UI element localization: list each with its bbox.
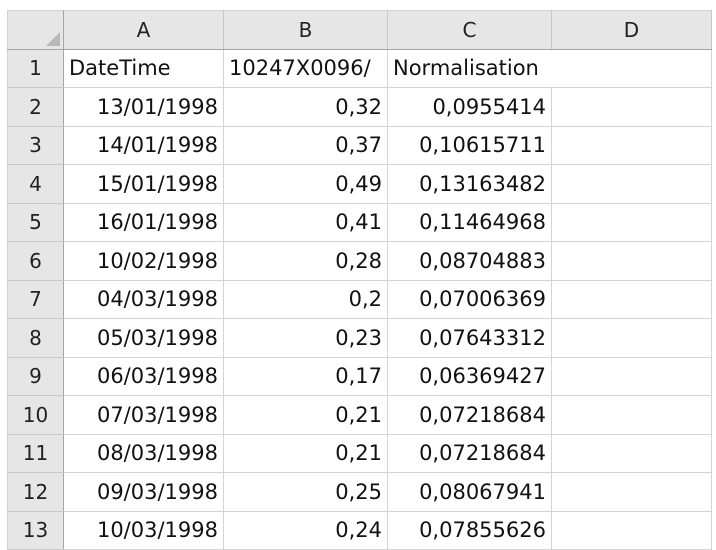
select-all-corner[interactable] bbox=[7, 10, 64, 50]
cell-c[interactable]: 0,08704883 bbox=[387, 241, 552, 281]
cell-a[interactable]: 04/03/1998 bbox=[63, 279, 224, 319]
cell-a[interactable]: 10/02/1998 bbox=[63, 241, 224, 281]
cell-d[interactable] bbox=[551, 395, 712, 435]
cell-a[interactable]: 14/01/1998 bbox=[63, 125, 224, 165]
cell-grid: A B C D 1 DateTime 10247X0096/ Normalisa… bbox=[7, 10, 712, 550]
column-header-b[interactable]: B bbox=[223, 10, 388, 50]
table-row: 12 09/03/1998 0,25 0,08067941 bbox=[7, 472, 712, 512]
cell-d[interactable] bbox=[551, 356, 712, 396]
row-header[interactable]: 5 bbox=[7, 202, 64, 242]
cell-c1[interactable]: Normalisation bbox=[387, 48, 552, 88]
row-header[interactable]: 3 bbox=[7, 125, 64, 165]
cell-d[interactable] bbox=[551, 279, 712, 319]
table-row: 9 06/03/1998 0,17 0,06369427 bbox=[7, 356, 712, 396]
table-row: 11 08/03/1998 0,21 0,07218684 bbox=[7, 433, 712, 473]
cell-b[interactable]: 0,23 bbox=[223, 318, 388, 358]
cell-d[interactable] bbox=[551, 510, 712, 550]
cell-b[interactable]: 0,37 bbox=[223, 125, 388, 165]
cell-c[interactable]: 0,07006369 bbox=[387, 279, 552, 319]
row-header[interactable]: 12 bbox=[7, 472, 64, 512]
row-header[interactable]: 11 bbox=[7, 433, 64, 473]
cell-a[interactable]: 16/01/1998 bbox=[63, 202, 224, 242]
cell-a[interactable]: 05/03/1998 bbox=[63, 318, 224, 358]
cell-d1[interactable] bbox=[551, 48, 712, 88]
cell-c[interactable]: 0,07855626 bbox=[387, 510, 552, 550]
cell-a[interactable]: 13/01/1998 bbox=[63, 87, 224, 127]
cell-b[interactable]: 0,49 bbox=[223, 164, 388, 204]
cell-b[interactable]: 0,25 bbox=[223, 472, 388, 512]
cell-a[interactable]: 10/03/1998 bbox=[63, 510, 224, 550]
cell-b1[interactable]: 10247X0096/ bbox=[223, 48, 388, 88]
cell-c[interactable]: 0,07218684 bbox=[387, 433, 552, 473]
row-header[interactable]: 4 bbox=[7, 164, 64, 204]
table-row: 8 05/03/1998 0,23 0,07643312 bbox=[7, 318, 712, 358]
cell-b[interactable]: 0,21 bbox=[223, 433, 388, 473]
select-all-triangle-icon bbox=[46, 31, 60, 46]
cell-b[interactable]: 0,17 bbox=[223, 356, 388, 396]
column-header-c[interactable]: C bbox=[387, 10, 552, 50]
cell-b[interactable]: 0,32 bbox=[223, 87, 388, 127]
cell-a[interactable]: 09/03/1998 bbox=[63, 472, 224, 512]
table-row: 7 04/03/1998 0,2 0,07006369 bbox=[7, 279, 712, 319]
cell-b[interactable]: 0,24 bbox=[223, 510, 388, 550]
cell-b[interactable]: 0,41 bbox=[223, 202, 388, 242]
cell-c[interactable]: 0,0955414 bbox=[387, 87, 552, 127]
table-row: 4 15/01/1998 0,49 0,13163482 bbox=[7, 164, 712, 204]
column-header-a[interactable]: A bbox=[63, 10, 224, 50]
cell-c[interactable]: 0,08067941 bbox=[387, 472, 552, 512]
table-row: 2 13/01/1998 0,32 0,0955414 bbox=[7, 87, 712, 127]
row-header[interactable]: 2 bbox=[7, 87, 64, 127]
row-header[interactable]: 9 bbox=[7, 356, 64, 396]
table-row: 13 10/03/1998 0,24 0,07855626 bbox=[7, 510, 712, 550]
cell-d[interactable] bbox=[551, 202, 712, 242]
row-header[interactable]: 6 bbox=[7, 241, 64, 281]
row-header[interactable]: 7 bbox=[7, 279, 64, 319]
table-row: 6 10/02/1998 0,28 0,08704883 bbox=[7, 241, 712, 281]
cell-c[interactable]: 0,11464968 bbox=[387, 202, 552, 242]
cell-c[interactable]: 0,13163482 bbox=[387, 164, 552, 204]
cell-a[interactable]: 07/03/1998 bbox=[63, 395, 224, 435]
column-header-d[interactable]: D bbox=[551, 10, 712, 50]
table-row: 10 07/03/1998 0,21 0,07218684 bbox=[7, 395, 712, 435]
cell-d[interactable] bbox=[551, 125, 712, 165]
column-header-row: A B C D bbox=[7, 10, 712, 50]
cell-b[interactable]: 0,28 bbox=[223, 241, 388, 281]
cell-c[interactable]: 0,06369427 bbox=[387, 356, 552, 396]
table-row: 5 16/01/1998 0,41 0,11464968 bbox=[7, 202, 712, 242]
cell-a[interactable]: 15/01/1998 bbox=[63, 164, 224, 204]
cell-a[interactable]: 06/03/1998 bbox=[63, 356, 224, 396]
row-header[interactable]: 8 bbox=[7, 318, 64, 358]
row-header[interactable]: 13 bbox=[7, 510, 64, 550]
cell-c[interactable]: 0,07643312 bbox=[387, 318, 552, 358]
cell-c[interactable]: 0,10615711 bbox=[387, 125, 552, 165]
cell-d[interactable] bbox=[551, 241, 712, 281]
cell-b[interactable]: 0,21 bbox=[223, 395, 388, 435]
cell-a[interactable]: 08/03/1998 bbox=[63, 433, 224, 473]
cell-a1[interactable]: DateTime bbox=[63, 48, 224, 88]
table-row: 1 DateTime 10247X0096/ Normalisation bbox=[7, 48, 712, 88]
cell-c[interactable]: 0,07218684 bbox=[387, 395, 552, 435]
cell-d[interactable] bbox=[551, 87, 712, 127]
cell-d[interactable] bbox=[551, 472, 712, 512]
cell-d[interactable] bbox=[551, 318, 712, 358]
cell-b[interactable]: 0,2 bbox=[223, 279, 388, 319]
cell-d[interactable] bbox=[551, 433, 712, 473]
cell-d[interactable] bbox=[551, 164, 712, 204]
row-header[interactable]: 10 bbox=[7, 395, 64, 435]
table-row: 3 14/01/1998 0,37 0,10615711 bbox=[7, 125, 712, 165]
row-header[interactable]: 1 bbox=[7, 48, 64, 88]
